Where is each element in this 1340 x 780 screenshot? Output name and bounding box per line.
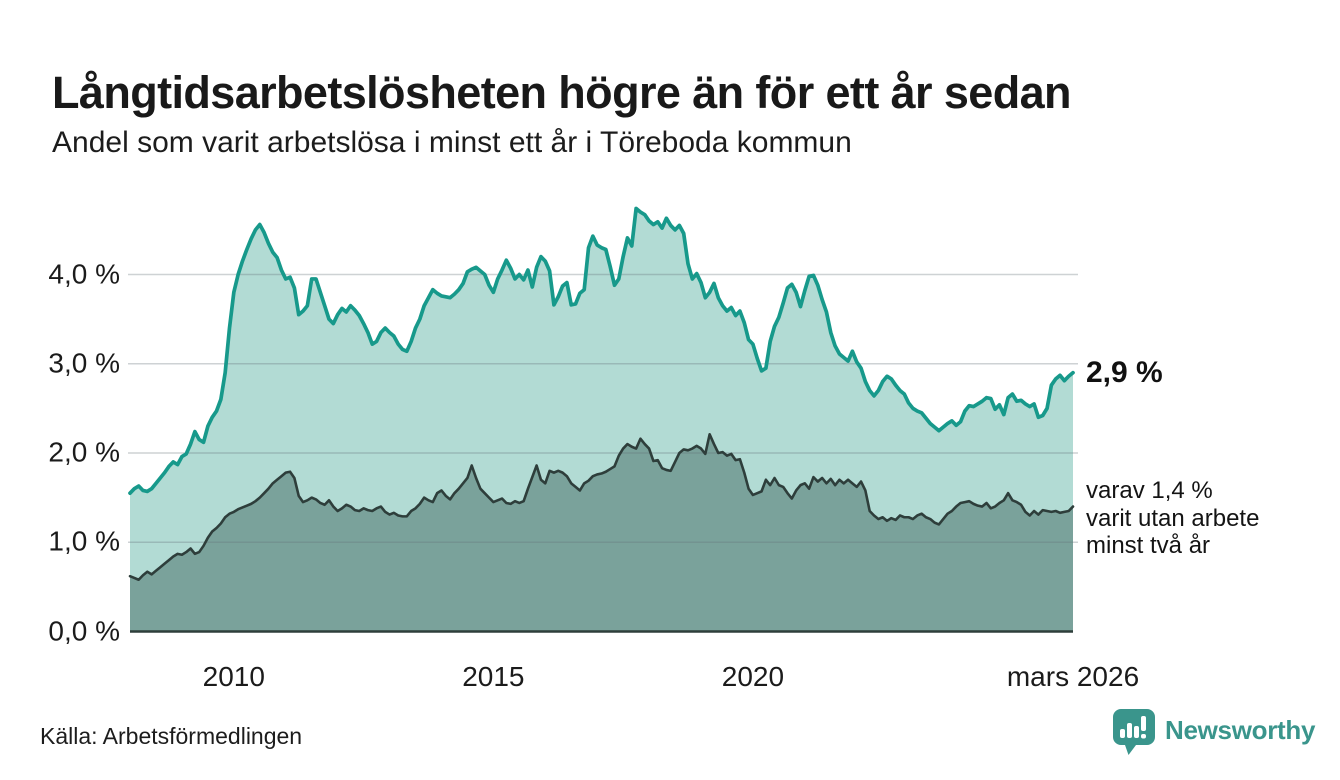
y-axis-label: 1,0 % bbox=[48, 525, 120, 557]
annotation-line-2: varit utan arbete bbox=[1086, 504, 1260, 532]
newsworthy-logo-icon bbox=[1113, 709, 1155, 755]
x-axis-label: mars 2026 bbox=[1006, 661, 1140, 692]
newsworthy-wordmark: Newsworthy bbox=[1165, 715, 1316, 745]
y-axis-label: 2,0 % bbox=[48, 436, 120, 468]
y-axis-label: 4,0 % bbox=[48, 257, 120, 289]
x-axis-label: 2015 bbox=[462, 661, 525, 692]
bar-chart-glyph bbox=[1120, 716, 1146, 739]
y-axis-label: 3,0 % bbox=[48, 347, 120, 379]
two-year-annotation: varav 1,4 % varit utan arbete minst två … bbox=[1086, 477, 1259, 560]
annotation-line-3: minst två år bbox=[1086, 532, 1211, 559]
annotation-line-1: varav 1,4 % bbox=[1086, 477, 1213, 504]
chart-subtitle: Andel som varit arbetslösa i minst ett å… bbox=[52, 126, 852, 159]
chart-title: Långtidsarbetslösheten högre än för ett … bbox=[52, 67, 1072, 119]
series-2yr-area bbox=[130, 434, 1073, 632]
newsworthy-logo: Newsworthy bbox=[1112, 708, 1315, 756]
series-1yr-line bbox=[128, 206, 1075, 496]
x-axis-label: 2010 bbox=[202, 661, 265, 692]
series-2yr-line bbox=[128, 432, 1075, 582]
y-axis-label: 0,0 % bbox=[48, 614, 120, 646]
gridlines bbox=[128, 273, 1078, 544]
latest-value-label: 2,9 % bbox=[1086, 356, 1163, 389]
series-1yr-area bbox=[130, 208, 1073, 632]
x-axis-label: 2020 bbox=[721, 661, 785, 692]
source-caption: Källa: Arbetsförmedlingen bbox=[40, 723, 303, 749]
